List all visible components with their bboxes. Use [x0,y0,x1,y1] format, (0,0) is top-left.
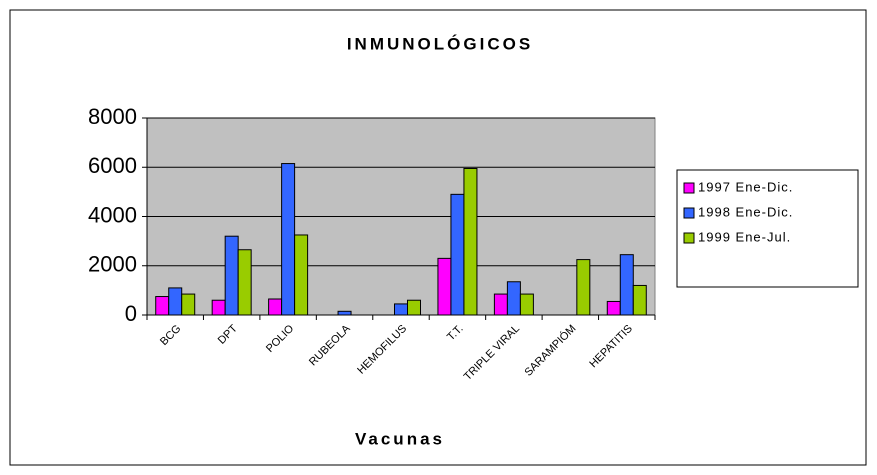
y-tick-label: 6000 [88,153,137,178]
y-tick-label: 0 [125,301,137,326]
bar [606,300,621,316]
y-tick-label: 8000 [88,104,137,129]
bar [181,293,196,316]
legend-swatch [683,207,695,219]
legend-box [676,169,859,288]
bar [450,193,465,316]
bar [506,281,521,316]
bar [463,167,478,316]
bar [211,299,226,316]
bar [576,259,591,316]
bar [155,296,170,316]
legend-label: 1998 Ene-Dic. [698,204,793,219]
bar [337,310,352,316]
y-tick-label: 2000 [88,252,137,277]
x-axis-label: Vacunas [355,429,445,448]
bar [437,257,452,316]
bar [281,163,296,316]
bar [619,254,634,316]
bar [407,299,421,316]
legend-label: 1999 Ene-Jul. [698,229,791,244]
bar [519,293,534,316]
bar [493,293,508,316]
bar [268,298,283,316]
bar [237,249,252,316]
bar [632,284,647,316]
chart-title: INMUNOLÓGICOS [347,34,533,53]
legend-swatch [683,182,695,194]
bar [294,234,309,316]
legend-swatch [683,232,695,244]
bar [224,235,239,316]
legend-label: 1997 Ene-Dic. [698,179,793,194]
bar [394,303,408,316]
y-tick-label: 4000 [88,202,137,227]
bar [168,287,183,316]
